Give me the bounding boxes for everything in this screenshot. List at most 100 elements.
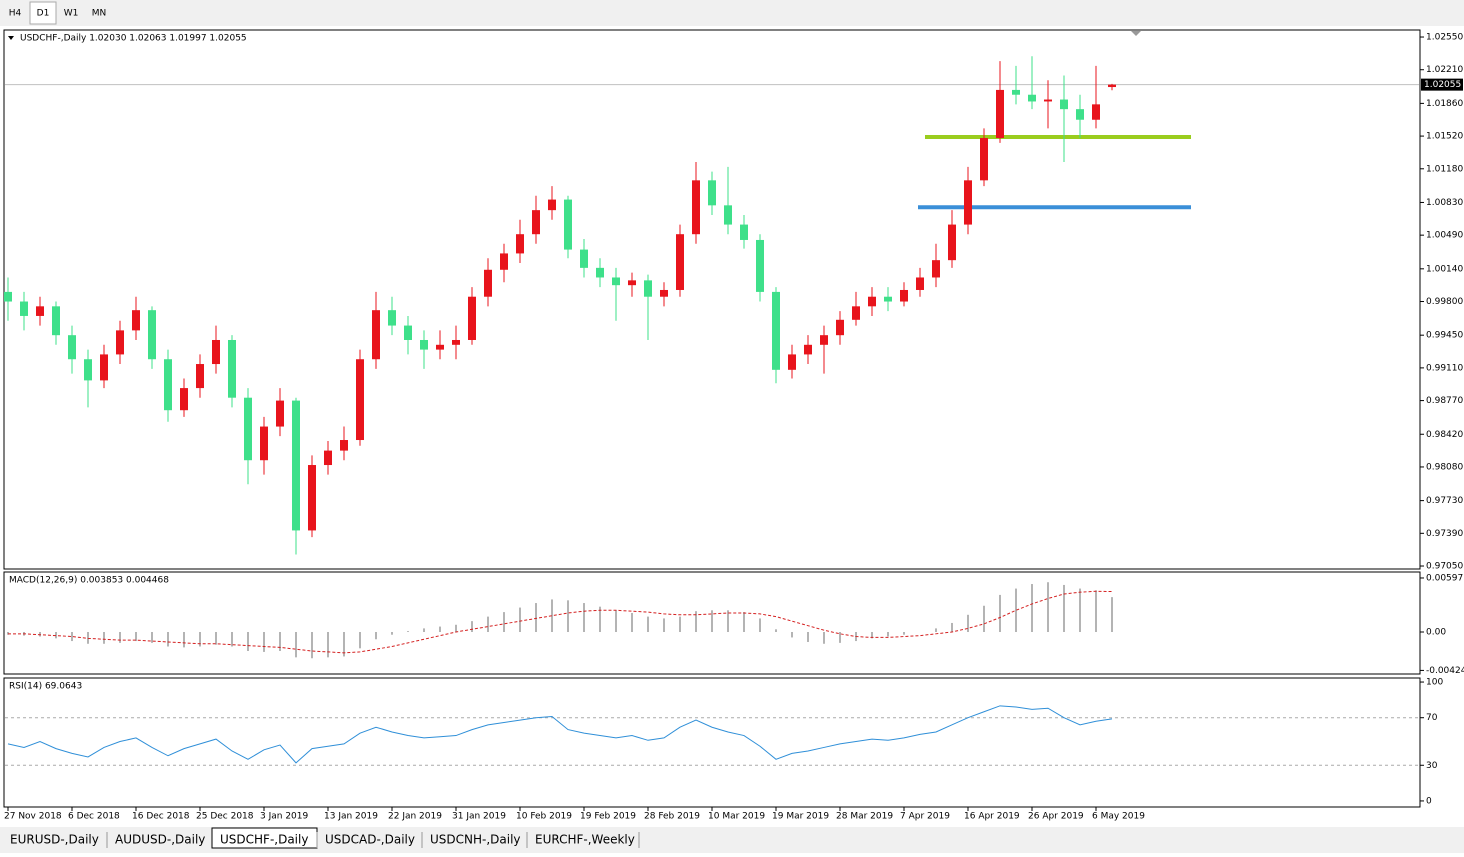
candle-body xyxy=(660,289,668,297)
price-panel xyxy=(3,29,1421,570)
candle-body xyxy=(884,296,892,302)
candle-body xyxy=(756,239,764,292)
candle-body xyxy=(948,224,956,261)
timeframe-button[interactable]: MN xyxy=(92,9,107,19)
y-tick-label: 0.98770 xyxy=(1426,396,1463,406)
macd-header: MACD(12,26,9) 0.003853 0.004468 xyxy=(9,576,169,586)
candle-body xyxy=(596,267,604,278)
y-tick-label: 0.97730 xyxy=(1426,496,1463,506)
x-tick-label: 6 May 2019 xyxy=(1092,812,1145,822)
candle-body xyxy=(20,301,28,316)
timeframe-button[interactable]: W1 xyxy=(64,9,79,19)
candle-body xyxy=(116,330,124,355)
candle-body xyxy=(420,339,428,350)
candle-body xyxy=(868,296,876,307)
rsi-header: RSI(14) 69.0643 xyxy=(9,682,82,692)
tab[interactable]: USDCNH-,Daily xyxy=(430,833,521,847)
last-price-label: 1.02055 xyxy=(1424,80,1461,90)
y-tick-label: 1.00490 xyxy=(1426,231,1463,241)
y-tick-label: 0 xyxy=(1426,796,1432,806)
x-tick-label: 25 Dec 2018 xyxy=(196,812,254,822)
x-tick-label: 22 Jan 2019 xyxy=(388,812,442,822)
candle-body xyxy=(804,344,812,355)
candle-body xyxy=(340,440,348,451)
candle-body xyxy=(612,277,620,286)
candle-body xyxy=(692,180,700,235)
macd-signal xyxy=(8,590,1113,654)
tab[interactable]: USDCAD-,Daily xyxy=(325,833,415,847)
candle-body xyxy=(996,89,1004,139)
y-tick-label: 1.01520 xyxy=(1426,132,1463,142)
x-tick-label: 7 Apr 2019 xyxy=(900,812,950,822)
candle-body xyxy=(724,205,732,225)
x-tick-label: 16 Dec 2018 xyxy=(132,812,190,822)
x-tick-label: 31 Jan 2019 xyxy=(452,812,506,822)
candle-body xyxy=(52,306,60,336)
y-tick-label: 0.97390 xyxy=(1426,529,1463,539)
candle-body xyxy=(1076,109,1084,120)
y-tick-label: 0.97050 xyxy=(1426,562,1463,572)
candle-body xyxy=(4,291,12,302)
candle-body xyxy=(308,465,316,531)
y-tick-label: 1.02550 xyxy=(1426,33,1463,43)
candle-body xyxy=(276,400,284,427)
x-tick-label: 10 Mar 2019 xyxy=(708,812,765,822)
candle-body xyxy=(84,359,92,381)
shift-marker xyxy=(1131,31,1141,36)
candle-body xyxy=(148,310,156,360)
candle-body xyxy=(676,234,684,290)
candle-body xyxy=(1012,89,1020,95)
candle-body xyxy=(404,325,412,340)
candle-body xyxy=(100,354,108,381)
candle-body xyxy=(372,310,380,360)
candle-body xyxy=(548,199,556,211)
y-tick-label: 0.98080 xyxy=(1426,462,1463,472)
tab[interactable]: USDCHF-,Daily xyxy=(220,833,308,847)
y-tick-label: 0.98420 xyxy=(1426,430,1463,440)
x-tick-label: 28 Feb 2019 xyxy=(644,812,700,822)
candle-body xyxy=(1108,84,1116,88)
y-tick-label: -0.004243 xyxy=(1426,666,1464,676)
y-tick-label: 0.99800 xyxy=(1426,297,1463,307)
candle-body xyxy=(964,180,972,225)
candle-body xyxy=(916,277,924,290)
x-tick-label: 26 Apr 2019 xyxy=(1028,812,1084,822)
candle-body xyxy=(1028,94,1036,102)
rsi-panel xyxy=(3,677,1421,808)
candle-body xyxy=(564,199,572,250)
candle-body xyxy=(212,339,220,365)
y-tick-label: 1.01180 xyxy=(1426,164,1463,174)
candle-body xyxy=(708,180,716,206)
timeframe-button[interactable]: H4 xyxy=(9,9,22,19)
y-tick-label: 1.00830 xyxy=(1426,198,1463,208)
x-tick-label: 27 Nov 2018 xyxy=(4,812,62,822)
candle-body xyxy=(228,339,236,398)
candle-body xyxy=(292,400,300,531)
candle-body xyxy=(468,296,476,340)
candle-body xyxy=(644,280,652,297)
candle-body xyxy=(164,359,172,411)
timeframe-active xyxy=(29,1,57,25)
tab[interactable]: EURUSD-,Daily xyxy=(10,833,99,847)
candle-body xyxy=(980,138,988,181)
timeframe-button[interactable]: D1 xyxy=(37,9,50,19)
tab[interactable]: AUDUSD-,Daily xyxy=(115,833,205,847)
candle-body xyxy=(516,234,524,254)
rsi-line xyxy=(7,705,1113,764)
candle-body xyxy=(356,359,364,441)
candle-body xyxy=(788,354,796,370)
x-tick-label: 19 Feb 2019 xyxy=(580,812,636,822)
candle-body xyxy=(500,253,508,270)
x-tick-label: 28 Mar 2019 xyxy=(836,812,893,822)
collapse-arrow xyxy=(8,36,14,40)
tab[interactable]: EURCHF-,Weekly xyxy=(535,833,635,847)
y-tick-label: 0.99110 xyxy=(1426,363,1463,373)
candle-body xyxy=(740,224,748,240)
candle-body xyxy=(628,280,636,286)
last-price-box xyxy=(1421,78,1463,91)
candle-body xyxy=(900,289,908,302)
candle-body xyxy=(836,319,844,336)
candle-body xyxy=(436,344,444,350)
x-tick-label: 3 Jan 2019 xyxy=(260,812,308,822)
